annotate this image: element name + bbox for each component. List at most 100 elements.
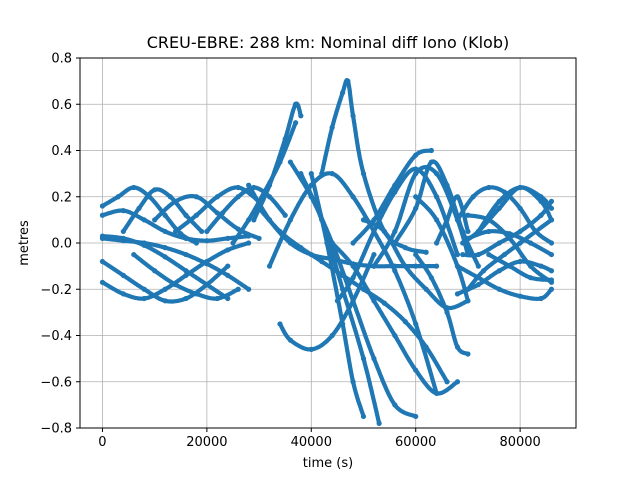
series-21: [329, 240, 461, 396]
data-point: [548, 286, 555, 292]
series-14: [256, 205, 450, 385]
data-point: [413, 251, 419, 258]
data-point: [235, 194, 241, 200]
data-point: [287, 159, 294, 165]
data-point: [465, 212, 471, 218]
data-point: [235, 286, 241, 292]
x-tick-label: 80000: [499, 435, 540, 450]
data-point: [444, 182, 450, 188]
data-point: [298, 171, 304, 177]
data-point: [266, 194, 273, 200]
series-trace: [455, 264, 554, 301]
data-point: [99, 258, 106, 265]
data-point: [225, 235, 231, 241]
data-point: [183, 212, 189, 218]
data-point: [413, 152, 419, 158]
data-point: [120, 291, 126, 297]
series-trace: [100, 208, 251, 243]
data-point: [444, 309, 450, 315]
series-16: [277, 251, 377, 352]
data-point: [350, 379, 356, 385]
data-point: [486, 184, 492, 191]
data-point: [465, 235, 471, 241]
data-point: [131, 251, 137, 258]
data-point: [517, 205, 523, 211]
data-point: [230, 240, 236, 246]
data-point: [475, 228, 481, 235]
data-point: [428, 147, 434, 154]
data-point: [204, 238, 210, 244]
data-point: [402, 263, 408, 269]
x-tick-label: 0: [98, 435, 106, 450]
data-point: [428, 159, 434, 165]
data-point: [340, 321, 346, 327]
data-point: [324, 240, 330, 246]
series-trace: [486, 252, 554, 283]
data-point: [193, 212, 200, 218]
data-point: [183, 251, 189, 258]
data-point: [293, 101, 299, 107]
data-point: [120, 235, 126, 241]
data-point: [172, 228, 179, 235]
y-tick-label: −0.8: [40, 422, 72, 437]
data-point: [287, 337, 294, 343]
data-point: [162, 254, 168, 260]
data-point: [496, 198, 502, 204]
data-point: [548, 240, 555, 246]
data-point: [199, 228, 205, 235]
data-point: [225, 272, 231, 278]
data-point: [371, 228, 377, 235]
scatter-points: [99, 78, 555, 426]
data-point: [517, 258, 523, 265]
data-point: [392, 332, 398, 339]
series-19: [308, 171, 367, 420]
series-trace: [121, 187, 204, 234]
data-point: [428, 275, 434, 281]
data-point: [183, 235, 189, 241]
data-point: [392, 182, 398, 188]
data-point: [298, 245, 304, 251]
data-point: [287, 217, 294, 223]
y-tick-label: 0.2: [51, 190, 72, 205]
data-point: [277, 228, 283, 235]
data-point: [152, 217, 158, 223]
data-point: [454, 217, 461, 223]
series-trace: [277, 252, 376, 352]
data-point: [444, 217, 450, 223]
data-point: [465, 351, 471, 357]
y-tick-label: 0.0: [51, 237, 72, 252]
data-point: [131, 184, 137, 191]
data-point: [423, 286, 429, 292]
series-trace: [204, 185, 288, 234]
data-point: [548, 268, 555, 274]
series-trace: [413, 194, 470, 303]
data-point: [115, 194, 121, 200]
data-point: [204, 282, 210, 288]
data-point: [162, 228, 168, 235]
data-point: [507, 263, 513, 269]
data-point: [162, 212, 168, 218]
series-trace: [257, 206, 450, 384]
data-point: [454, 251, 461, 258]
data-point: [548, 217, 555, 223]
data-point: [413, 194, 419, 200]
data-point: [350, 298, 356, 304]
data-point: [475, 282, 481, 288]
data-point: [381, 300, 387, 306]
data-point: [517, 184, 523, 191]
data-point: [548, 277, 555, 283]
data-point: [538, 295, 544, 302]
data-point: [334, 298, 340, 304]
data-point: [256, 235, 262, 241]
x-tick-label: 40000: [291, 435, 332, 450]
data-point: [533, 228, 539, 235]
data-point: [141, 217, 147, 223]
x-axis-label: time (s): [303, 456, 353, 471]
data-point: [413, 205, 419, 211]
data-point: [402, 319, 408, 325]
data-point: [183, 295, 189, 302]
data-point: [392, 240, 398, 246]
series-27: [413, 251, 471, 357]
series-36: [465, 217, 555, 292]
data-point: [548, 251, 555, 258]
